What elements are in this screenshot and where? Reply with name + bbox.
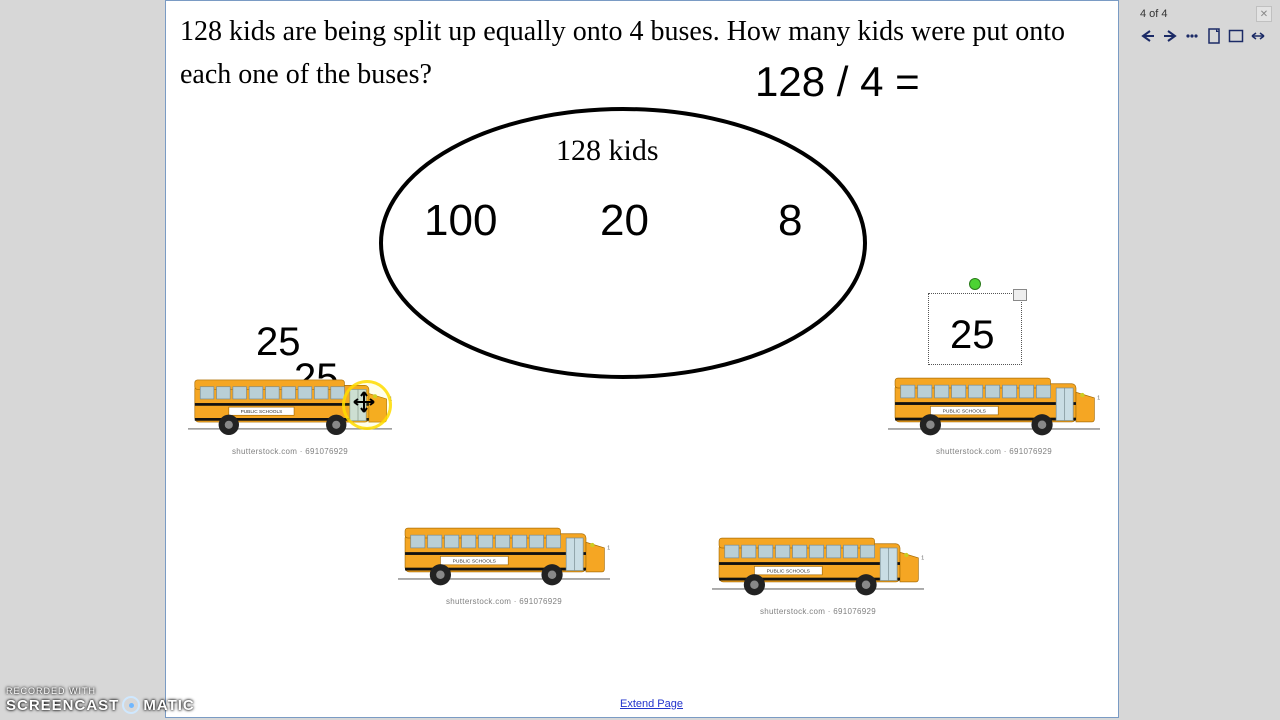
fullscreen-button[interactable] [1226, 26, 1246, 46]
image-caption: shutterstock.com · 691076929 [398, 597, 610, 606]
rotate-handle-icon[interactable] [969, 278, 981, 290]
watermark-right: MATIC [143, 697, 194, 714]
single-page-view-button[interactable] [1204, 26, 1224, 46]
bus-1[interactable]: shutterstock.com · 691076929 [188, 362, 392, 456]
page-toolbar: 4 of 4 ✕ [1136, 4, 1276, 46]
watermark-left: SCREENCAST [6, 697, 119, 714]
oval-label: 128 kids [556, 134, 659, 168]
bus-3[interactable]: shutterstock.com · 691076929 [398, 510, 610, 606]
decomp-ones: 8 [778, 196, 802, 246]
bus-4[interactable]: shutterstock.com · 691076929 [712, 520, 924, 616]
next-page-button[interactable] [1160, 26, 1180, 46]
extend-page-link[interactable]: Extend Page [620, 698, 683, 710]
image-caption: shutterstock.com · 691076929 [888, 447, 1100, 456]
watermark-top: RECORDED WITH [6, 686, 195, 696]
screencast-watermark: RECORDED WITH SCREENCAST MATIC [6, 686, 195, 714]
page-menu-button[interactable] [1182, 26, 1202, 46]
image-caption: shutterstock.com · 691076929 [188, 447, 392, 456]
image-caption: shutterstock.com · 691076929 [712, 607, 924, 616]
bus-2[interactable]: shutterstock.com · 691076929 [888, 360, 1100, 456]
fit-width-button[interactable] [1248, 26, 1268, 46]
watermark-logo-icon [122, 696, 140, 714]
problem-question: 128 kids are being split up equally onto… [180, 10, 1100, 97]
textbox-tag-icon[interactable] [1013, 289, 1027, 301]
close-panel-button[interactable]: ✕ [1256, 6, 1272, 22]
decomp-hundreds: 100 [424, 196, 497, 246]
page-status: 4 of 4 [1140, 8, 1168, 20]
bus2-count-label[interactable]: 25 [950, 313, 995, 358]
division-equation: 128 / 4 = [755, 58, 920, 106]
prev-page-button[interactable] [1138, 26, 1158, 46]
decomp-tens: 20 [600, 196, 649, 246]
